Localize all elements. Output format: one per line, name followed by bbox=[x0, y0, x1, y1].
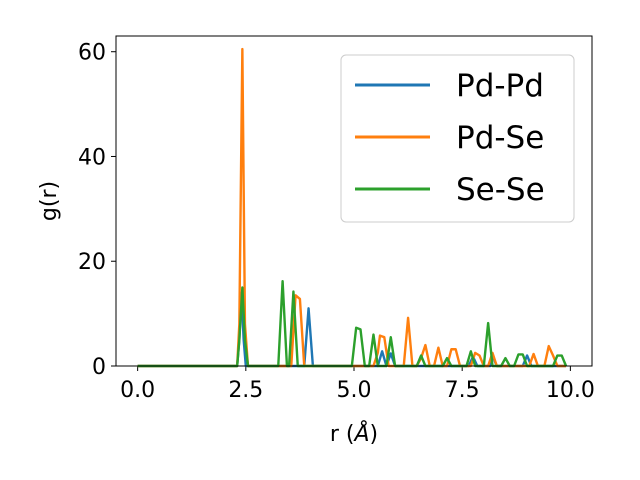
series-line-se-se bbox=[137, 279, 568, 368]
x-axis-label: r (Å) bbox=[330, 420, 378, 447]
legend-label: Pd-Se bbox=[456, 120, 544, 156]
y-tick-label: 20 bbox=[78, 250, 106, 275]
y-axis-label: g(r) bbox=[37, 181, 62, 221]
y-tick-label: 60 bbox=[78, 41, 106, 66]
y-tick-label: 0 bbox=[92, 355, 106, 380]
series-line-pd-pd bbox=[137, 291, 567, 368]
x-tick-label: 5.0 bbox=[337, 378, 372, 403]
plot-frame bbox=[115, 35, 593, 367]
x-tick-label: 0.0 bbox=[120, 378, 155, 403]
legend-box bbox=[340, 54, 575, 223]
x-tick-label: 7.5 bbox=[445, 378, 480, 403]
axis-ticks: 0.0 2.5 5.0 7.5 10.0 0 20 40 60 bbox=[78, 41, 595, 403]
y-tick-label: 40 bbox=[78, 145, 106, 170]
legend-label: Pd-Pd bbox=[456, 68, 544, 104]
x-tick-label: 10.0 bbox=[546, 378, 595, 403]
legend-label: Se-Se bbox=[456, 172, 545, 208]
legend: Pd-Pd Pd-Se Se-Se bbox=[340, 54, 575, 223]
x-tick-label: 2.5 bbox=[228, 378, 263, 403]
